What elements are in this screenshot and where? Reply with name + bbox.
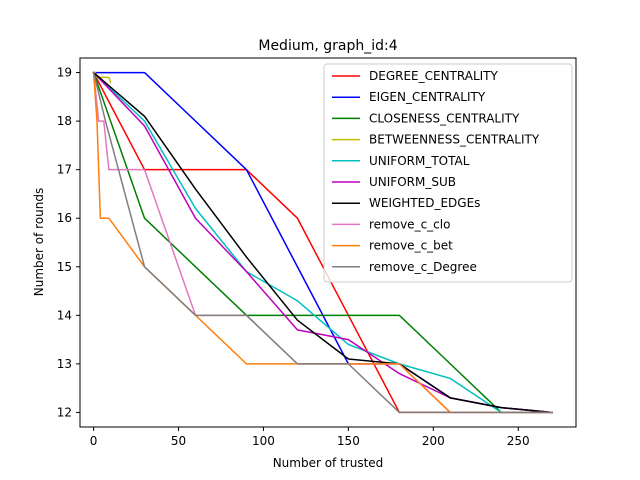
legend-label: DEGREE_CENTRALITY	[369, 69, 499, 83]
legend-label: remove_c_Degree	[369, 260, 477, 274]
y-tick-label: 18	[57, 114, 72, 128]
x-tick-label: 50	[171, 434, 186, 448]
y-tick-label: 15	[57, 260, 72, 274]
y-axis-ticks: 12 13 14 15 16 17 18 19	[57, 66, 80, 419]
legend-label: remove_c_clo	[369, 217, 450, 231]
legend-label: EIGEN_CENTRALITY	[369, 90, 486, 104]
y-tick-label: 13	[57, 357, 72, 371]
legend-label: remove_c_bet	[369, 239, 453, 253]
legend-label: CLOSENESS_CENTRALITY	[369, 111, 520, 125]
x-tick-label: 0	[90, 434, 98, 448]
x-axis-label: Number of trusted	[273, 456, 384, 470]
x-axis-ticks: 0 50 100 150 200 250	[90, 427, 530, 448]
y-tick-label: 16	[57, 211, 72, 225]
legend-label: WEIGHTED_EDGEs	[369, 196, 480, 210]
series-layer	[92, 71, 554, 414]
legend-label: BETWEENNESS_CENTRALITY	[369, 133, 540, 147]
y-tick-label: 14	[57, 308, 72, 322]
legend-box	[323, 63, 573, 283]
x-tick-label: 250	[507, 434, 530, 448]
x-tick-label: 100	[252, 434, 275, 448]
legend: DEGREE_CENTRALITY EIGEN_CENTRALITY CLOSENE…	[323, 63, 573, 283]
y-tick-label: 19	[57, 66, 72, 80]
x-tick-label: 200	[422, 434, 445, 448]
y-tick-label: 12	[57, 405, 72, 419]
chart-title: Medium, graph_id:4	[258, 38, 397, 54]
series-line-6	[92, 71, 554, 414]
y-tick-label: 17	[57, 163, 72, 177]
y-axis-label: Number of rounds	[32, 188, 46, 297]
legend-label: UNIFORM_TOTAL	[369, 154, 470, 168]
series-line-4	[92, 71, 553, 414]
x-tick-label: 150	[337, 434, 360, 448]
legend-label: UNIFORM_SUB	[369, 175, 456, 189]
series-line-9	[92, 71, 553, 414]
plot-frame	[79, 57, 577, 428]
